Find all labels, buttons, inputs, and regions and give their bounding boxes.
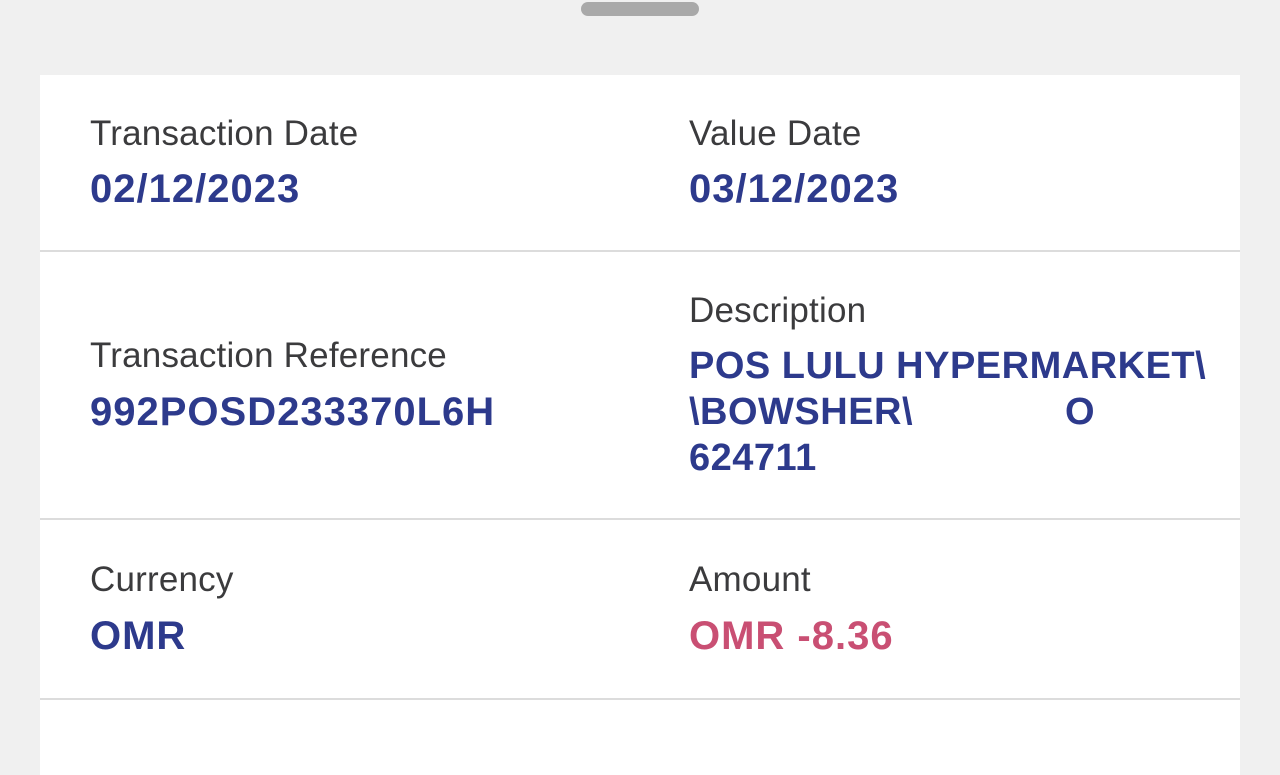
transaction-date-label: Transaction Date: [90, 113, 359, 153]
description-label: Description: [689, 291, 867, 331]
description-value-line3: 624711: [689, 436, 817, 479]
field-description: Description POS LULU HYPERMARKET\ \BOWSH…: [689, 289, 1207, 481]
row-dates: Transaction Date 02/12/2023 Value Date 0…: [40, 75, 1240, 250]
amount-value: OMR -8.36: [689, 613, 894, 658]
divider: [40, 518, 1240, 520]
description-value-line2: \BOWSHER\ O: [689, 389, 1190, 435]
description-value-line2-left: \BOWSHER\: [689, 390, 914, 433]
sheet-drag-handle[interactable]: [581, 2, 699, 16]
transaction-reference-label: Transaction Reference: [90, 336, 447, 376]
field-transaction-date: Transaction Date 02/12/2023: [90, 112, 689, 214]
description-value-line2-right: O: [1064, 390, 1095, 433]
divider: [40, 698, 1240, 700]
currency-label: Currency: [90, 560, 234, 600]
row-currency-amount: Currency OMR Amount OMR -8.36: [40, 520, 1240, 698]
field-currency: Currency OMR: [90, 558, 689, 660]
value-date-value: 03/12/2023: [689, 167, 900, 212]
description-value: POS LULU HYPERMARKET\ \BOWSHER\ O 624711: [689, 343, 1207, 481]
transaction-reference-value: 992POSD233370L6H: [90, 389, 496, 434]
row-reference-description: Transaction Reference 992POSD233370L6H D…: [40, 252, 1240, 518]
field-value-date: Value Date 03/12/2023: [689, 112, 1190, 214]
divider: [40, 250, 1240, 252]
transaction-date-value: 02/12/2023: [90, 167, 301, 212]
value-date-label: Value Date: [689, 113, 862, 153]
amount-label: Amount: [689, 560, 811, 600]
field-transaction-reference: Transaction Reference 992POSD233370L6H: [90, 334, 689, 436]
description-value-line1: POS LULU HYPERMARKET\: [689, 344, 1207, 387]
currency-value: OMR: [90, 613, 187, 658]
transaction-detail-card: Transaction Date 02/12/2023 Value Date 0…: [40, 75, 1240, 775]
field-amount: Amount OMR -8.36: [689, 558, 1190, 660]
